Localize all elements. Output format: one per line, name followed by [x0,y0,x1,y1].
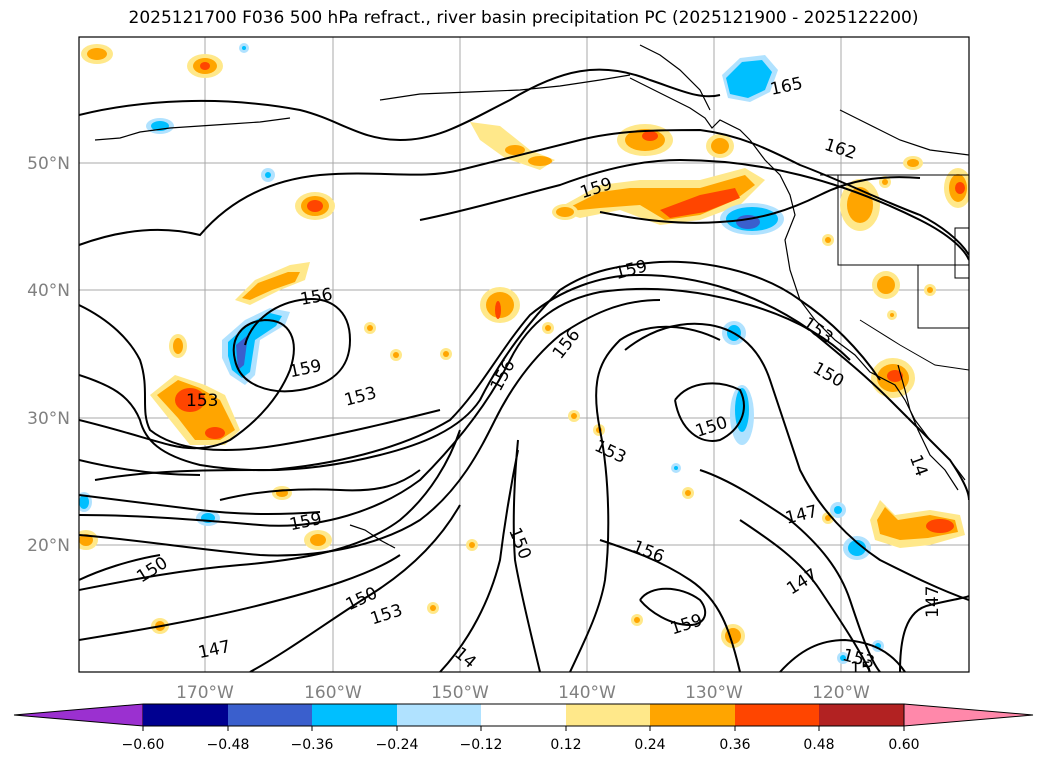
colorbar-tick-label: −0.60 [122,737,165,753]
latitude-axis: 50°N 40°N 30°N 20°N [27,154,70,556]
lat-label: 20°N [27,536,70,556]
colorbar-segment [143,704,228,726]
contour-label: 15 [850,659,872,679]
colorbar-segment [481,704,566,726]
colorbar-tick-label: −0.36 [291,737,334,753]
colorbar-tick-label: 0.12 [550,737,581,753]
map-title: 2025121700 F036 500 hPa refract., river … [128,8,919,28]
colorbar-tick-label: −0.48 [207,737,250,753]
colorbar-tick-label: −0.24 [376,737,419,753]
colorbar-segment [735,704,819,726]
precip-blob-positive [79,44,969,648]
colorbar-extend-high [903,703,1034,727]
coastlines [94,44,969,549]
colorbar-segment [228,704,312,726]
colorbar-tick-label: −0.12 [460,737,503,753]
lon-label: 140°W [558,683,616,703]
lat-label: 30°N [27,409,70,429]
colorbar-segment [566,704,650,726]
colorbar-segment [819,704,904,726]
colorbar-tick-label: 0.60 [888,737,919,753]
lat-label: 50°N [27,154,70,174]
map-frame [78,36,970,673]
contour-label: 153 [186,391,218,411]
colorbar-tick-label: 0.24 [634,737,665,753]
colorbar: −0.60 −0.48 −0.36 −0.24 −0.12 0.12 0.24 … [13,703,1034,753]
longitude-axis: 170°W 160°W 150°W 140°W 130°W 120°W [176,683,870,703]
precip-shading [79,43,969,664]
colorbar-segment [397,704,481,726]
lon-label: 170°W [176,683,234,703]
lat-label: 40°N [27,281,70,301]
colorbar-segment [650,704,735,726]
colorbar-tick-label: 0.36 [719,737,750,753]
map-area [79,37,969,672]
contour-lines [79,68,969,672]
contour-label: 147 [923,586,943,618]
lon-label: 160°W [304,683,362,703]
lon-label: 130°W [685,683,743,703]
colorbar-segment [312,704,397,726]
colorbar-extend-low [13,703,144,727]
colorbar-tick-label: 0.48 [803,737,834,753]
lon-label: 150°W [431,683,489,703]
lon-label: 120°W [812,683,870,703]
